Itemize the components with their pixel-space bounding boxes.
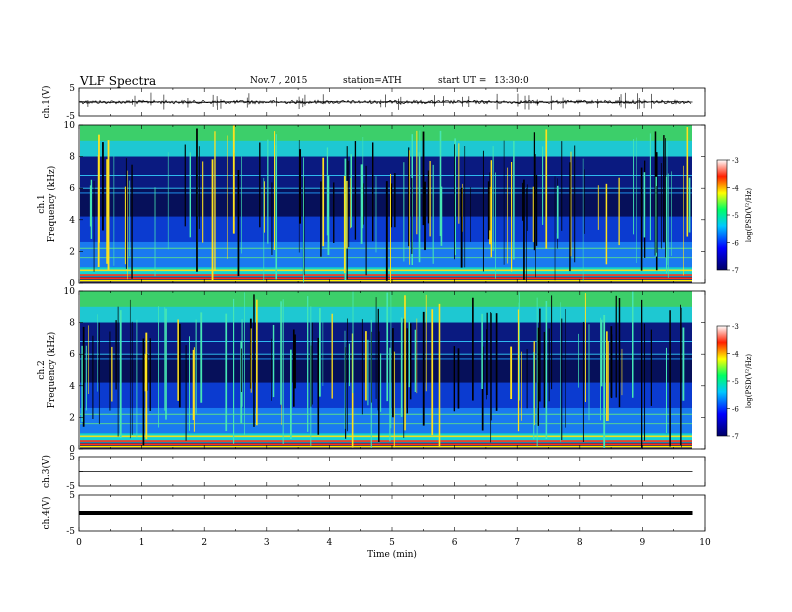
y-axis-channel-label: ch.1 bbox=[37, 194, 47, 213]
x-tick-label: 9 bbox=[640, 538, 646, 548]
y-axis-label: ch.1(V) bbox=[41, 86, 52, 119]
colorbar-tick-label: -3 bbox=[732, 157, 739, 165]
colorbar-tick-label: -6 bbox=[732, 406, 739, 414]
x-tick-label: 1 bbox=[139, 538, 145, 548]
y-axis-label: Frequency (kHz) bbox=[46, 166, 57, 243]
y-tick-label: 4 bbox=[69, 216, 75, 226]
frequency-band bbox=[80, 291, 692, 307]
colorbar-tick-label: -5 bbox=[732, 378, 739, 386]
y-tick-label: 10 bbox=[64, 287, 76, 297]
x-tick-label: 10 bbox=[699, 538, 711, 548]
y-tick-label: 0 bbox=[69, 279, 75, 289]
y-tick-label: 5 bbox=[69, 84, 75, 94]
y-tick-label: 2 bbox=[69, 413, 75, 423]
y-tick-label: 6 bbox=[69, 350, 75, 360]
colorbar-tick-label: -5 bbox=[732, 212, 739, 220]
y-axis-label: ch.4(V) bbox=[41, 497, 52, 530]
colorbar-tick-label: -4 bbox=[732, 185, 739, 193]
x-tick-label: 8 bbox=[577, 538, 583, 548]
start-time-label: 13:30:0 bbox=[494, 76, 529, 86]
y-tick-label: 2 bbox=[69, 247, 75, 257]
y-tick-label: 4 bbox=[69, 382, 75, 392]
x-tick-label: 3 bbox=[264, 538, 270, 548]
x-tick-label: 0 bbox=[76, 538, 82, 548]
frequency-band bbox=[80, 322, 692, 355]
y-axis-label: Frequency (kHz) bbox=[46, 332, 57, 409]
x-tick-label: 4 bbox=[327, 538, 333, 548]
colorbar-tick-label: -7 bbox=[732, 433, 739, 441]
x-axis-label: Time (min) bbox=[367, 549, 417, 560]
y-tick-label: 5 bbox=[69, 453, 75, 463]
y-tick-label: 0 bbox=[69, 445, 75, 455]
y-tick-label: 8 bbox=[69, 153, 75, 163]
date-label: Nov.7 , 2015 bbox=[250, 76, 308, 86]
y-tick-label: -5 bbox=[66, 112, 75, 122]
y-axis-channel-label: ch.2 bbox=[37, 360, 47, 379]
colorbar-label: log(PSD(V²/Hz) bbox=[745, 188, 753, 243]
colorbar bbox=[716, 325, 728, 437]
x-tick-label: 5 bbox=[389, 538, 395, 548]
frequency-band bbox=[80, 125, 692, 141]
x-tick-label: 6 bbox=[452, 538, 458, 548]
frequency-band bbox=[80, 382, 692, 408]
colorbar-tick-label: -7 bbox=[732, 267, 739, 275]
figure-title: VLF Spectra bbox=[80, 74, 157, 88]
y-tick-label: -5 bbox=[66, 527, 75, 537]
y-tick-label: -5 bbox=[66, 482, 75, 492]
y-tick-label: 8 bbox=[69, 319, 75, 329]
y-tick-label: 6 bbox=[69, 184, 75, 194]
station-label: station=ATH bbox=[343, 76, 402, 86]
colorbar-label: log(PSD(V²/Hz) bbox=[745, 354, 753, 409]
frequency-band bbox=[80, 433, 692, 443]
y-tick-label: 5 bbox=[69, 491, 75, 501]
frequency-band bbox=[80, 407, 692, 434]
x-tick-label: 2 bbox=[201, 538, 207, 548]
x-tick-label: 7 bbox=[514, 538, 520, 548]
start-label: start UT = bbox=[438, 76, 487, 86]
y-tick-label: 10 bbox=[64, 121, 76, 131]
y-axis-label: ch.3(V) bbox=[41, 455, 52, 488]
colorbar-tick-label: -4 bbox=[732, 351, 739, 359]
colorbar-tick-label: -6 bbox=[732, 240, 739, 248]
colorbar bbox=[716, 159, 728, 271]
colorbar-tick-label: -3 bbox=[732, 323, 739, 331]
